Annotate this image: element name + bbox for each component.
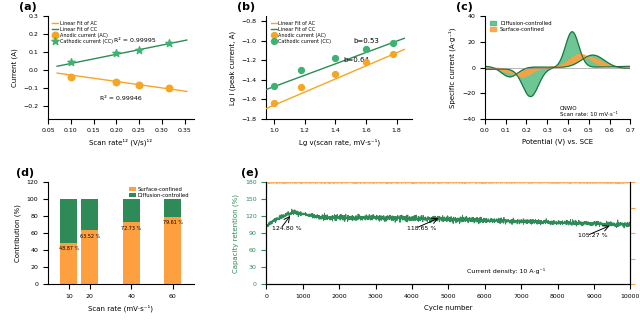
Legend: Linear Fit of AC, Linear Fit of CC, Anodic current (AC), Cathodic current (CC): Linear Fit of AC, Linear Fit of CC, Anod… bbox=[269, 19, 333, 45]
Anodic current (AC) bbox=[269, 100, 279, 106]
Cathodic current (CC) bbox=[66, 59, 76, 64]
Text: (a): (a) bbox=[19, 2, 36, 12]
Y-axis label: Current (A): Current (A) bbox=[11, 48, 17, 87]
Y-axis label: Specific current (A·g⁻¹): Specific current (A·g⁻¹) bbox=[449, 27, 456, 108]
Text: (c): (c) bbox=[456, 2, 472, 12]
Anodic current (AC) bbox=[66, 75, 76, 80]
Polygon shape bbox=[485, 32, 630, 96]
Anodic current (AC) bbox=[296, 84, 306, 89]
Text: (b): (b) bbox=[237, 2, 255, 12]
Text: 124.80 %: 124.80 % bbox=[272, 226, 301, 231]
Bar bbox=[123, 199, 140, 222]
X-axis label: Lg v(scan rate, mV·s⁻¹): Lg v(scan rate, mV·s⁻¹) bbox=[299, 139, 380, 146]
Cathodic current (CC) bbox=[296, 67, 306, 73]
Legend: Surface-confined, Diffusion-controlled: Surface-confined, Diffusion-controlled bbox=[127, 185, 191, 200]
Text: 72.73 %: 72.73 % bbox=[121, 226, 141, 231]
Text: 105.27 %: 105.27 % bbox=[578, 233, 607, 238]
Text: 118.65 %: 118.65 % bbox=[406, 226, 436, 231]
Bar bbox=[123, 222, 140, 284]
Cathodic current (CC) bbox=[111, 50, 122, 55]
Anodic current (AC) bbox=[111, 79, 122, 84]
Bar bbox=[81, 199, 98, 230]
Anodic current (AC) bbox=[164, 86, 174, 91]
Anodic current (AC) bbox=[388, 52, 399, 57]
Text: R² = 0.99946: R² = 0.99946 bbox=[100, 96, 142, 101]
Anodic current (AC) bbox=[134, 82, 144, 87]
Text: b=0.53: b=0.53 bbox=[354, 38, 380, 44]
Bar bbox=[61, 199, 77, 243]
Y-axis label: Lg i (peak current, A): Lg i (peak current, A) bbox=[230, 30, 236, 105]
Text: CNWO
Scan rate: 10 mV·s⁻¹: CNWO Scan rate: 10 mV·s⁻¹ bbox=[559, 106, 618, 117]
X-axis label: Scan rate (mV·s⁻¹): Scan rate (mV·s⁻¹) bbox=[88, 305, 154, 312]
Text: R² = 0.99995: R² = 0.99995 bbox=[114, 38, 156, 43]
Cathodic current (CC) bbox=[269, 83, 279, 88]
Cathodic current (CC) bbox=[164, 40, 174, 45]
Cathodic current (CC) bbox=[388, 40, 399, 45]
Cathodic current (CC) bbox=[330, 56, 340, 61]
Bar bbox=[81, 230, 98, 284]
Text: (e): (e) bbox=[241, 168, 259, 178]
Cathodic current (CC) bbox=[361, 47, 371, 52]
Bar bbox=[61, 243, 77, 284]
X-axis label: Scan rate¹² (V/s)¹²: Scan rate¹² (V/s)¹² bbox=[89, 139, 152, 146]
Text: 48.87 %: 48.87 % bbox=[59, 246, 79, 251]
Bar bbox=[164, 216, 181, 284]
Y-axis label: Contribution (%): Contribution (%) bbox=[15, 204, 21, 262]
X-axis label: Cycle number: Cycle number bbox=[424, 305, 473, 311]
Bar bbox=[164, 199, 181, 216]
Polygon shape bbox=[485, 55, 630, 77]
Text: 63.52 %: 63.52 % bbox=[79, 234, 100, 239]
Text: b=0.64: b=0.64 bbox=[343, 57, 369, 63]
Legend: Linear Fit of AC, Linear Fit of CC, Anodic current (AC), Cathodic current (CC): Linear Fit of AC, Linear Fit of CC, Anod… bbox=[51, 19, 115, 45]
Y-axis label: Capacity retention (%): Capacity retention (%) bbox=[233, 194, 239, 273]
Cathodic current (CC) bbox=[134, 47, 144, 52]
Legend: Diffusion-controlled, Surface-confined: Diffusion-controlled, Surface-confined bbox=[488, 19, 554, 34]
Text: (d): (d) bbox=[16, 168, 34, 178]
Text: Current density: 10 A·g⁻¹: Current density: 10 A·g⁻¹ bbox=[467, 268, 545, 274]
Anodic current (AC) bbox=[330, 71, 340, 77]
Text: 79.61 %: 79.61 % bbox=[163, 220, 183, 225]
Anodic current (AC) bbox=[361, 60, 371, 65]
X-axis label: Potential (V) vs. SCE: Potential (V) vs. SCE bbox=[522, 139, 593, 146]
